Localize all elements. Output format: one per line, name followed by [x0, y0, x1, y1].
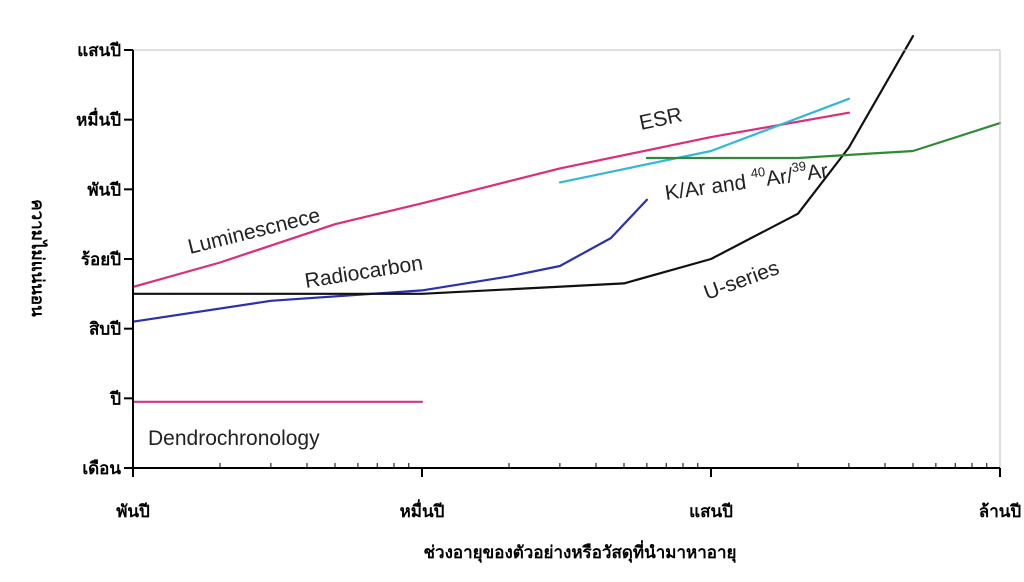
x-axis-title: ช่วงอายุของตัวอย่างหรือวัสดุที่นำมาหาอาย…: [424, 540, 737, 563]
x-tick-label: ล้านปี: [979, 501, 1022, 522]
series-line-esr: [558, 97, 851, 184]
series-label-radiocarbon: Radiocarbon: [303, 252, 424, 293]
y-tick-label: สิบปี: [89, 319, 121, 340]
k-ar-superscript-39: 39: [791, 158, 807, 175]
series-label-dendrochronology: Dendrochronology: [148, 427, 320, 450]
y-tick-label: เดือน: [82, 458, 121, 479]
series-label-u-series: U-series: [701, 256, 782, 304]
k-ar-prefix: K/Ar and: [663, 170, 753, 205]
series-line-u-series: [131, 34, 915, 295]
x-tick-label: แสนปี: [689, 501, 733, 522]
k-ar-mid: Ar/: [765, 164, 795, 191]
y-tick-label: แสนปี: [77, 40, 121, 61]
series-line-k-ar-and-40ar-39ar: [645, 121, 1002, 160]
plot-area: [131, 34, 1002, 403]
series-label-esr: ESR: [637, 103, 684, 134]
series-label-k-ar: K/Ar and 40Ar/39Ar: [663, 155, 830, 205]
series-line-luminescnece: [131, 111, 851, 288]
x-tick-label: พันปี: [116, 501, 150, 522]
y-tick-label: ปี: [109, 388, 121, 409]
k-ar-superscript-40: 40: [750, 164, 766, 181]
x-tick-label: หมื่นปี: [400, 499, 445, 522]
svg-text:K/Ar and 40Ar/39Ar: K/Ar and 40Ar/39Ar: [663, 155, 830, 205]
y-axis-title: ความไม่แน่นอน: [27, 199, 48, 317]
y-tick-label: หมื่นปี: [76, 108, 121, 131]
series-line-radiocarbon: [131, 198, 649, 323]
y-tick-label: พันปี: [87, 179, 121, 200]
y-tick-label: ร้อยปี: [81, 249, 121, 270]
k-ar-suffix: Ar: [805, 159, 829, 185]
axes: แสนปีหมื่นปีพันปีร้อยปีสิบปีปีเดือนพันปี…: [76, 40, 1021, 522]
